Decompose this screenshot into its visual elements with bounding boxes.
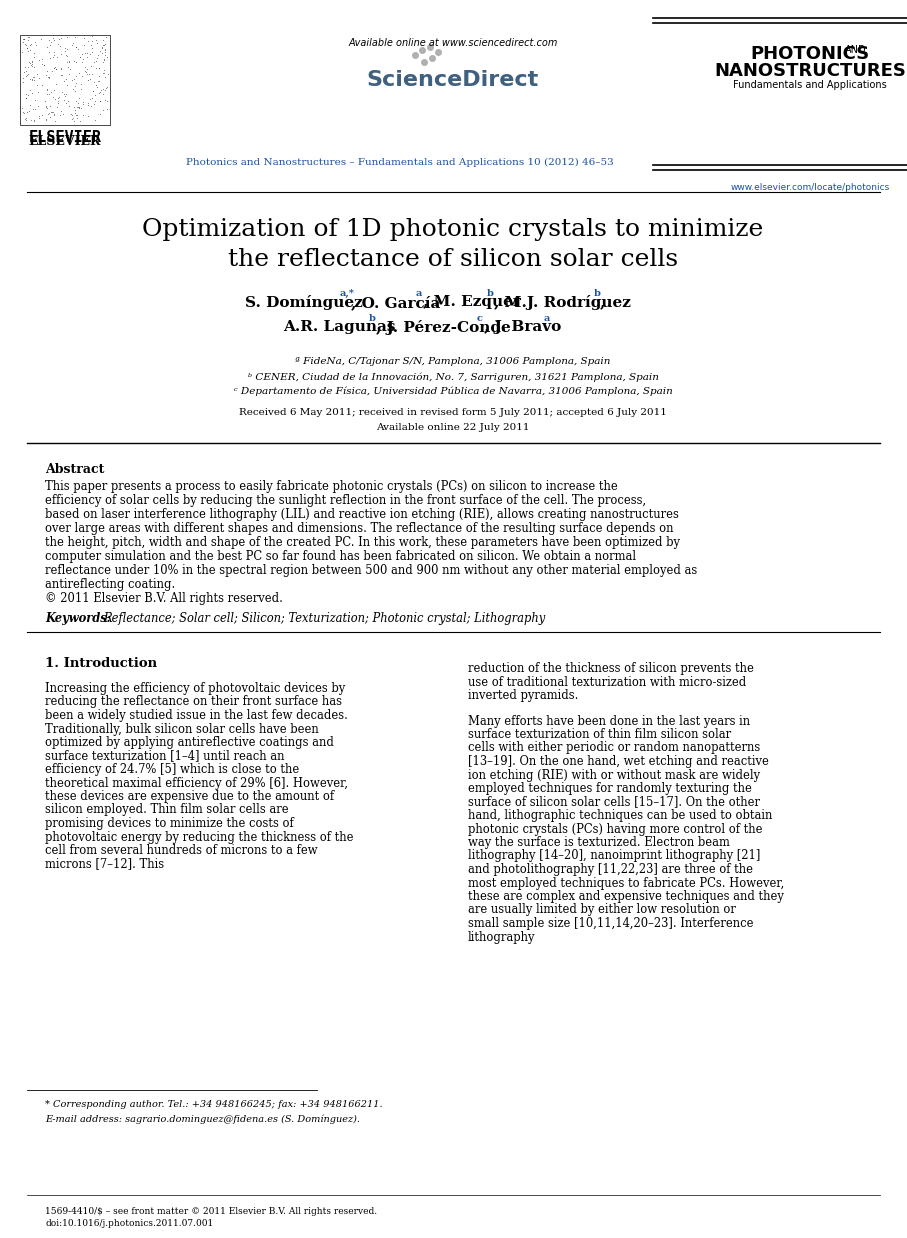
Text: use of traditional texturization with micro-sized: use of traditional texturization with mi… (468, 676, 746, 688)
Text: reduction of the thickness of silicon prevents the: reduction of the thickness of silicon pr… (468, 662, 754, 675)
Text: microns [7–12]. This: microns [7–12]. This (45, 858, 164, 870)
Text: Available online at www.sciencedirect.com: Available online at www.sciencedirect.co… (348, 38, 558, 48)
Text: E-mail address: sagrario.dominguez@fidena.es (S. Domínguez).: E-mail address: sagrario.dominguez@fiden… (45, 1114, 360, 1124)
Text: cell from several hundreds of microns to a few: cell from several hundreds of microns to… (45, 844, 317, 857)
Text: A.R. Lagunas: A.R. Lagunas (283, 319, 395, 334)
Text: hand, lithographic techniques can be used to obtain: hand, lithographic techniques can be use… (468, 808, 773, 822)
Text: ScienceDirect: ScienceDirect (366, 71, 539, 90)
Text: been a widely studied issue in the last few decades.: been a widely studied issue in the last … (45, 709, 348, 722)
Text: This paper presents a process to easily fabricate photonic crystals (PCs) on sil: This paper presents a process to easily … (45, 480, 618, 493)
Text: b: b (594, 288, 600, 298)
Text: , J. Bravo: , J. Bravo (484, 319, 561, 334)
Text: optimized by applying antireflective coatings and: optimized by applying antireflective coa… (45, 737, 334, 749)
Text: photovoltaic energy by reducing the thickness of the: photovoltaic energy by reducing the thic… (45, 831, 354, 843)
Text: cells with either periodic or random nanopatterns: cells with either periodic or random nan… (468, 742, 760, 754)
Text: and photolithography [11,22,23] are three of the: and photolithography [11,22,23] are thre… (468, 863, 753, 877)
Text: Many efforts have been done in the last years in: Many efforts have been done in the last … (468, 714, 750, 728)
Text: www.elsevier.com/locate/photonics: www.elsevier.com/locate/photonics (730, 183, 890, 192)
Text: © 2011 Elsevier B.V. All rights reserved.: © 2011 Elsevier B.V. All rights reserved… (45, 592, 283, 605)
Text: [13–19]. On the one hand, wet etching and reactive: [13–19]. On the one hand, wet etching an… (468, 755, 769, 768)
Text: based on laser interference lithography (LIL) and reactive ion etching (RIE), al: based on laser interference lithography … (45, 508, 678, 521)
Text: Optimization of 1D photonic crystals to minimize: Optimization of 1D photonic crystals to … (142, 218, 764, 241)
Text: ᶜ Departamento de Física, Universidad Pública de Navarra, 31006 Pamplona, Spain: ᶜ Departamento de Física, Universidad Pú… (234, 387, 672, 396)
Text: ion etching (RIE) with or without mask are widely: ion etching (RIE) with or without mask a… (468, 769, 760, 781)
Text: surface texturization of thin film silicon solar: surface texturization of thin film silic… (468, 728, 731, 742)
Text: ª FideNa, C/Tajonar S/N, Pamplona, 31006 Pamplona, Spain: ª FideNa, C/Tajonar S/N, Pamplona, 31006… (296, 357, 610, 366)
Text: AND: AND (845, 45, 866, 54)
Text: these are complex and expensive techniques and they: these are complex and expensive techniqu… (468, 890, 784, 903)
Text: the reflectance of silicon solar cells: the reflectance of silicon solar cells (228, 248, 678, 271)
Text: antireflecting coating.: antireflecting coating. (45, 578, 175, 591)
Text: 1569-4410/$ – see front matter © 2011 Elsevier B.V. All rights reserved.: 1569-4410/$ – see front matter © 2011 El… (45, 1207, 377, 1216)
Text: a: a (416, 288, 423, 298)
Text: 1. Introduction: 1. Introduction (45, 657, 157, 670)
Text: Photonics and Nanostructures – Fundamentals and Applications 10 (2012) 46–53: Photonics and Nanostructures – Fundament… (186, 158, 614, 167)
Text: photonic crystals (PCs) having more control of the: photonic crystals (PCs) having more cont… (468, 822, 763, 836)
Text: ELSEVIER: ELSEVIER (28, 130, 102, 145)
Text: are usually limited by either low resolution or: are usually limited by either low resolu… (468, 904, 736, 916)
Text: c: c (477, 314, 483, 323)
Text: , M.J. Rodríguez: , M.J. Rodríguez (494, 295, 631, 310)
Text: silicon employed. Thin film solar cells are: silicon employed. Thin film solar cells … (45, 803, 288, 817)
Text: promising devices to minimize the costs of: promising devices to minimize the costs … (45, 817, 294, 829)
Text: lithography: lithography (468, 931, 535, 943)
Text: ELSEVIER: ELSEVIER (29, 135, 102, 149)
Text: S. Domínguez: S. Domínguez (245, 295, 363, 310)
Text: Received 6 May 2011; received in revised form 5 July 2011; accepted 6 July 2011: Received 6 May 2011; received in revised… (239, 409, 667, 417)
Text: these devices are expensive due to the amount of: these devices are expensive due to the a… (45, 790, 334, 803)
Text: surface texturization [1–4] until reach an: surface texturization [1–4] until reach … (45, 749, 285, 763)
Text: Keywords:: Keywords: (45, 612, 111, 625)
Text: a,*: a,* (340, 288, 355, 298)
Text: , J. Pérez-Conde: , J. Pérez-Conde (376, 319, 511, 335)
Text: reflectance under 10% in the spectral region between 500 and 900 nm without any : reflectance under 10% in the spectral re… (45, 565, 697, 577)
Text: ᵇ CENER, Ciudad de la Innovación, No. 7, Sarriguren, 31621 Pamplona, Spain: ᵇ CENER, Ciudad de la Innovación, No. 7,… (248, 371, 658, 381)
Text: efficiency of 24.7% [5] which is close to the: efficiency of 24.7% [5] which is close t… (45, 763, 299, 776)
Text: computer simulation and the best PC so far found has been fabricated on silicon.: computer simulation and the best PC so f… (45, 550, 636, 563)
Text: Available online 22 July 2011: Available online 22 July 2011 (376, 423, 530, 432)
Text: most employed techniques to fabricate PCs. However,: most employed techniques to fabricate PC… (468, 877, 785, 889)
Text: lithography [14–20], nanoimprint lithography [21]: lithography [14–20], nanoimprint lithogr… (468, 849, 760, 863)
Text: Increasing the efficiency of photovoltaic devices by: Increasing the efficiency of photovoltai… (45, 682, 346, 695)
Text: reducing the reflectance on their front surface has: reducing the reflectance on their front … (45, 696, 342, 708)
Text: way the surface is texturized. Electron beam: way the surface is texturized. Electron … (468, 836, 730, 849)
Bar (20, 35, 110, 125)
Text: , O. García: , O. García (351, 295, 441, 310)
Text: small sample size [10,11,14,20–23]. Interference: small sample size [10,11,14,20–23]. Inte… (468, 917, 754, 930)
Text: surface of silicon solar cells [15–17]. On the other: surface of silicon solar cells [15–17]. … (468, 796, 760, 808)
Text: Traditionally, bulk silicon solar cells have been: Traditionally, bulk silicon solar cells … (45, 723, 318, 735)
Text: theoretical maximal efficiency of 29% [6]. However,: theoretical maximal efficiency of 29% [6… (45, 776, 348, 790)
Text: over large areas with different shapes and dimensions. The reflectance of the re: over large areas with different shapes a… (45, 522, 674, 535)
Text: employed techniques for randomly texturing the: employed techniques for randomly texturi… (468, 782, 752, 795)
Text: Abstract: Abstract (45, 463, 104, 475)
Text: the height, pitch, width and shape of the created PC. In this work, these parame: the height, pitch, width and shape of th… (45, 536, 680, 548)
Text: PHOTONICS: PHOTONICS (750, 45, 870, 63)
Text: efficiency of solar cells by reducing the sunlight reflection in the front surfa: efficiency of solar cells by reducing th… (45, 494, 646, 508)
Text: , M. Ezquer: , M. Ezquer (423, 295, 521, 310)
Text: b: b (487, 288, 494, 298)
Text: * Corresponding author. Tel.: +34 948166245; fax: +34 948166211.: * Corresponding author. Tel.: +34 948166… (45, 1101, 383, 1109)
Text: b: b (369, 314, 375, 323)
Text: doi:10.1016/j.photonics.2011.07.001: doi:10.1016/j.photonics.2011.07.001 (45, 1219, 213, 1228)
Text: a: a (544, 314, 551, 323)
Text: Fundamentals and Applications: Fundamentals and Applications (733, 80, 887, 90)
Text: Reflectance; Solar cell; Silicon; Texturization; Photonic crystal; Lithography: Reflectance; Solar cell; Silicon; Textur… (103, 612, 545, 625)
Text: NANOSTRUCTURES: NANOSTRUCTURES (714, 62, 906, 80)
Text: ,: , (600, 295, 605, 310)
Text: inverted pyramids.: inverted pyramids. (468, 690, 579, 702)
